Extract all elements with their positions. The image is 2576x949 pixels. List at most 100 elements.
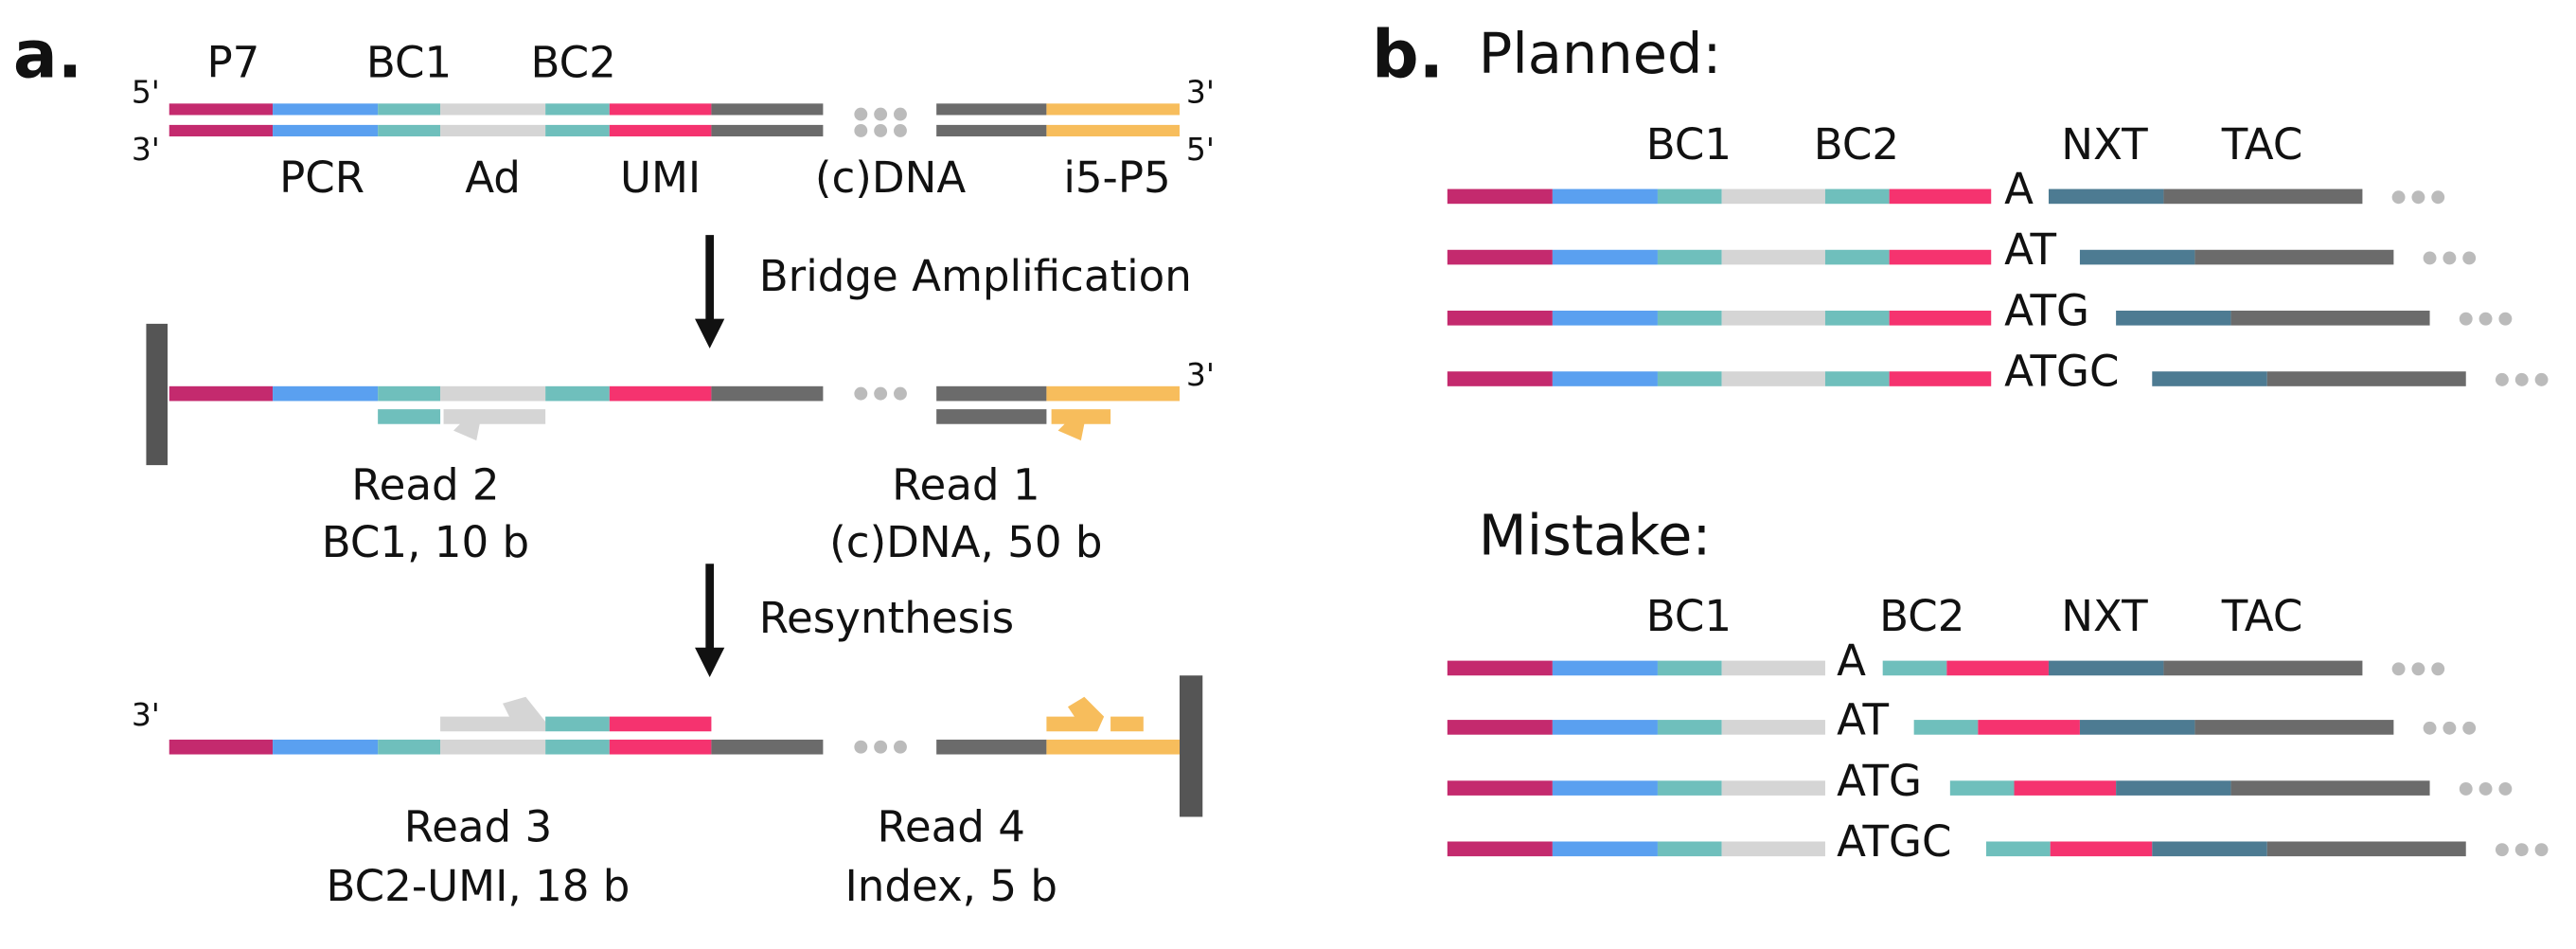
segment: [2079, 249, 2195, 265]
segment: [440, 385, 546, 402]
panel-b: b. Planned: BC1 BC2 NXT TAC Mistake: BC1…: [1372, 18, 2549, 867]
segment: [2266, 841, 2466, 857]
segment: [609, 124, 712, 137]
segment: [273, 124, 379, 137]
ellipsis-dot: [2514, 372, 2529, 386]
ellipsis-dot: [854, 124, 868, 137]
segment: [1824, 188, 1890, 205]
segment: [545, 739, 610, 755]
read-label: BC1, 10 b: [322, 517, 529, 567]
segment: [378, 739, 441, 755]
primer: [440, 696, 546, 732]
ellipsis-dot: [2514, 843, 2529, 857]
flowcell-post: [1179, 675, 1203, 817]
ellipsis-dot: [2411, 662, 2425, 676]
segment: [2230, 780, 2430, 796]
segment: [1721, 310, 1825, 326]
segment-label: (c)DNA: [815, 152, 966, 203]
segment: [2079, 720, 2195, 735]
segment: [1721, 720, 1825, 735]
read-label: Index, 5 b: [844, 861, 1057, 911]
end-label: 5': [132, 73, 160, 110]
segment: [1447, 249, 1553, 265]
ellipsis-dot: [2411, 190, 2425, 205]
ellipsis-dot: [2423, 251, 2437, 265]
ellipsis-dot: [894, 740, 907, 754]
segment-label: TAC: [2221, 591, 2303, 641]
read-label: Read 3: [404, 801, 552, 851]
spacer-label: ATGC: [1837, 816, 1951, 867]
end-label: 3': [1186, 356, 1215, 393]
segment: [711, 385, 824, 402]
segment: [1552, 780, 1658, 796]
segment-label: NXT: [2061, 591, 2148, 641]
segment: [1552, 841, 1658, 857]
primer: [1110, 716, 1144, 732]
panel-label: b.: [1372, 18, 1444, 94]
ellipsis-dot: [2431, 190, 2445, 205]
primer: [1046, 696, 1105, 732]
ellipsis-dot: [2495, 843, 2509, 857]
spacer-label: ATG: [2004, 285, 2089, 335]
segment: [1657, 720, 1722, 735]
ellipsis-dot: [854, 386, 868, 401]
segment: [1721, 371, 1825, 386]
ellipsis-dot: [854, 107, 868, 121]
segment: [1657, 249, 1722, 265]
segment: [2050, 841, 2153, 857]
segment: [545, 385, 610, 402]
segment: [936, 124, 1047, 137]
segment: [936, 103, 1047, 116]
segment: [2163, 188, 2363, 205]
ellipsis-dot: [874, 386, 888, 401]
segment: [169, 385, 274, 402]
segment: [2152, 371, 2267, 386]
segment: [1889, 371, 1992, 386]
segment: [1447, 841, 1553, 857]
ellipsis-dot: [2391, 662, 2406, 676]
segment-label: i5-P5: [1063, 152, 1170, 203]
spacer-label: AT: [2004, 224, 2056, 275]
segment: [711, 739, 824, 755]
segment: [1657, 310, 1722, 326]
segment-label: UMI: [620, 152, 701, 203]
ellipsis-dot: [894, 124, 907, 137]
spacer-label: A: [2004, 164, 2034, 214]
section-title: Planned:: [1479, 21, 1722, 86]
segment: [440, 124, 546, 137]
segment: [440, 103, 546, 116]
segment-label: BC2: [1879, 591, 1964, 641]
ellipsis-dot: [894, 107, 907, 121]
segment: [2152, 841, 2267, 857]
ellipsis-dot: [2459, 782, 2473, 796]
segment: [1447, 371, 1553, 386]
primer: [609, 716, 712, 732]
segment: [273, 385, 379, 402]
end-label: 3': [132, 131, 160, 168]
segment-label: PCR: [279, 152, 364, 203]
segment: [1949, 780, 2015, 796]
spacer-label: ATG: [1837, 756, 1922, 806]
ellipsis-dot: [2431, 662, 2445, 676]
segment: [1552, 310, 1658, 326]
ellipsis-dot: [874, 107, 888, 121]
segment: [711, 103, 824, 116]
segment: [1657, 660, 1722, 676]
segment: [1046, 124, 1180, 137]
primer: [545, 716, 610, 732]
panel-a: a. 5' 3' 3' 5' P7 BC1 BC2 PCR Ad UMI (c)…: [13, 18, 1215, 911]
arrow-head: [695, 318, 725, 349]
ellipsis-dot: [874, 124, 888, 137]
ellipsis-dot: [2423, 721, 2437, 735]
segment-label: BC1: [366, 37, 452, 87]
segment: [545, 124, 610, 137]
segment: [1721, 188, 1825, 205]
segment: [1824, 310, 1890, 326]
section-title: Mistake:: [1479, 502, 1712, 567]
ellipsis-dot: [894, 386, 907, 401]
segment: [1721, 249, 1825, 265]
read-label: Read 2: [351, 459, 499, 510]
segment: [169, 103, 274, 116]
end-label: 5': [1186, 131, 1215, 168]
segment: [1046, 385, 1180, 402]
